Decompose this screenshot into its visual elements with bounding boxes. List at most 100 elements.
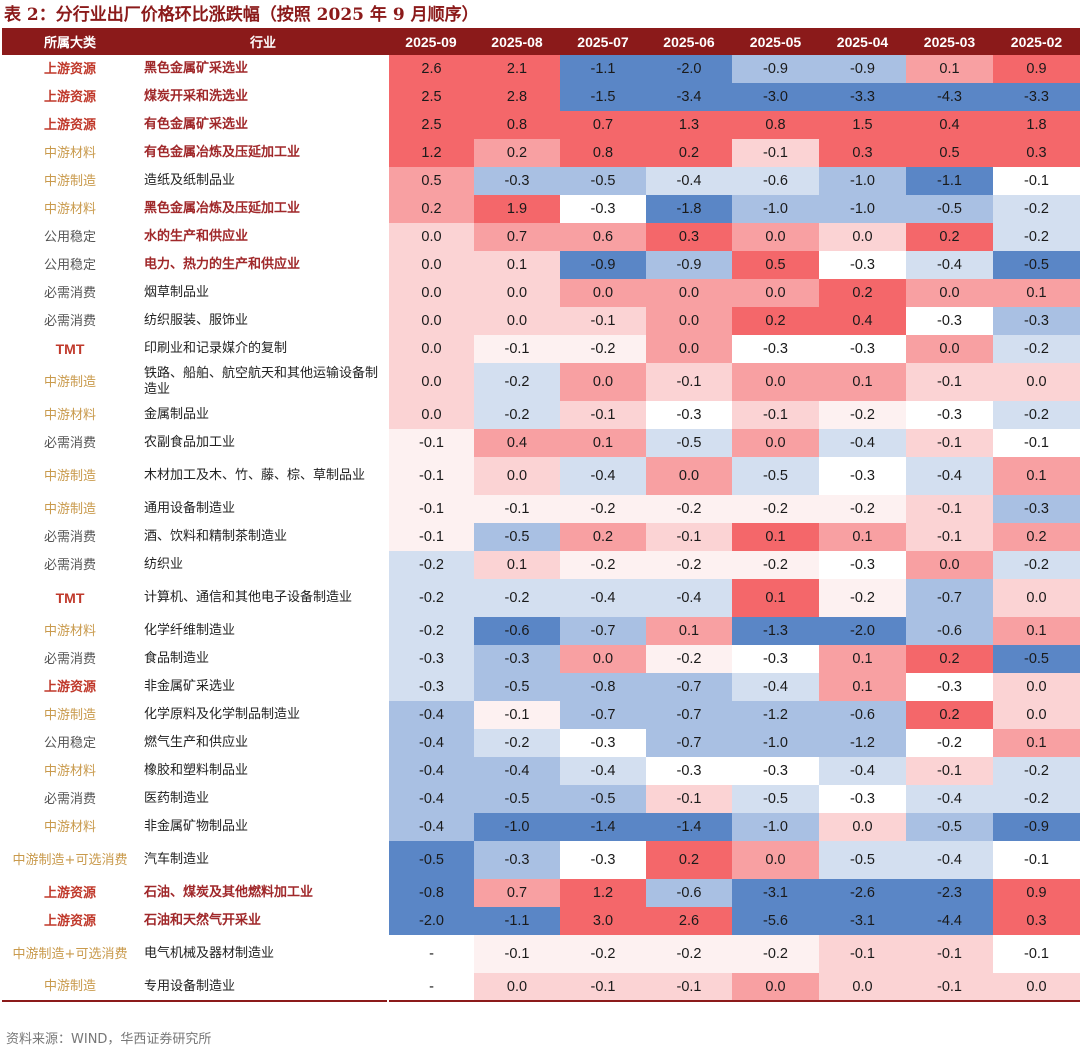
row-category: 必需消费: [43, 651, 96, 667]
value-cell: 0.2: [993, 523, 1080, 551]
value-cell: -: [387, 935, 474, 973]
value-cell: -0.4: [646, 167, 732, 195]
value-cell: 0.0: [387, 307, 474, 335]
value-cell: -0.3: [732, 757, 819, 785]
value-cell: 0.0: [646, 307, 732, 335]
value-cell: 0.1: [819, 523, 906, 551]
value-cell: 0.1: [560, 429, 646, 457]
value-cell: -0.1: [906, 495, 993, 523]
row-category: 必需消费: [43, 435, 96, 451]
value-cell: -0.1: [906, 757, 993, 785]
value-cell: -0.7: [646, 701, 732, 729]
value-cell: 0.5: [387, 167, 474, 195]
value-cell: -0.3: [819, 551, 906, 579]
row-category: 公用稳定: [43, 229, 96, 245]
value-cell: -0.5: [560, 167, 646, 195]
value-cell: -4.4: [906, 907, 993, 935]
value-cell: -0.2: [387, 579, 474, 617]
value-cell: -1.0: [819, 167, 906, 195]
table-row: 必需消费 农副食品加工业 -0.1 0.4 0.1 -0.5 0.0 -0.4 -0.1 -0.1: [2, 429, 1080, 457]
value-cell: 0.0: [993, 701, 1080, 729]
table-row: 上游资源 煤炭开采和洗选业 2.5 2.8 -1.5 -3.4 -3.0 -3.3 -4.3 -3…: [2, 83, 1080, 111]
table-row: 中游材料 有色金属冶炼及压延加工业 1.2 0.2 0.8 0.2 -0.1 0.3 0.5 0.…: [2, 139, 1080, 167]
value-cell: -0.8: [387, 879, 474, 907]
value-cell: -0.3: [732, 335, 819, 363]
value-cell: 0.0: [387, 401, 474, 429]
value-cell: -0.2: [732, 935, 819, 973]
row-category: TMT: [55, 340, 85, 357]
row-industry: 通用设备制造业: [144, 501, 236, 516]
value-cell: -0.5: [732, 785, 819, 813]
value-cell: -0.6: [819, 701, 906, 729]
value-cell: -0.2: [993, 195, 1080, 223]
header-month: 2025-09: [388, 28, 474, 55]
table-title: 表 2：分行业出厂价格环比涨跌幅（按照 2025 年 9 月顺序）: [4, 5, 479, 25]
value-cell: 0.1: [993, 729, 1080, 757]
value-cell: -0.7: [560, 617, 646, 645]
row-category: 必需消费: [43, 529, 96, 545]
value-cell: -0.3: [993, 495, 1080, 523]
row-industry: 燃气生产和供应业: [144, 735, 249, 750]
value-cell: -0.3: [646, 757, 732, 785]
value-cell: -1.2: [819, 729, 906, 757]
value-cell: 0.0: [560, 363, 646, 401]
table-row: 中游材料 黑色金属冶炼及压延加工业 0.2 1.9 -0.3 -1.8 -1.0 -1.0 -0…: [2, 195, 1080, 223]
value-cell: 0.1: [474, 251, 560, 279]
value-cell: 0.0: [732, 363, 819, 401]
table-row: 中游制造 造纸及纸制品业 0.5 -0.3 -0.5 -0.4 -0.6 -1.0 -1.1 -0…: [2, 167, 1080, 195]
row-category: 中游材料: [43, 407, 96, 423]
value-cell: -0.1: [732, 401, 819, 429]
value-cell: -3.0: [732, 83, 819, 111]
value-cell: -0.4: [646, 579, 732, 617]
value-cell: 0.1: [474, 551, 560, 579]
row-category: 中游制造: [43, 468, 96, 484]
row-category: 必需消费: [43, 557, 96, 573]
value-cell: 0.9: [993, 879, 1080, 907]
value-cell: -0.3: [474, 167, 560, 195]
value-cell: -0.2: [474, 729, 560, 757]
value-cell: -0.3: [387, 673, 474, 701]
value-cell: -0.3: [474, 645, 560, 673]
value-cell: -3.3: [993, 83, 1080, 111]
value-cell: -0.1: [474, 935, 560, 973]
row-category: 必需消费: [43, 313, 96, 329]
row-industry: 纺织服装、服饰业: [144, 313, 249, 328]
row-industry: 金属制品业: [144, 407, 210, 422]
table-row: 上游资源 非金属矿采选业 -0.3 -0.5 -0.8 -0.7 -0.4 0.1 -0.3 0.…: [2, 673, 1080, 701]
value-cell: -0.4: [906, 251, 993, 279]
value-cell: -0.5: [732, 457, 819, 495]
table-row: 必需消费 纺织业 -0.2 0.1 -0.2 -0.2 -0.2 -0.3 0.0 -0.2: [2, 551, 1080, 579]
value-cell: -0.2: [906, 729, 993, 757]
value-cell: -0.2: [646, 935, 732, 973]
value-cell: 0.1: [819, 645, 906, 673]
value-cell: -0.3: [646, 401, 732, 429]
value-cell: -2.6: [819, 879, 906, 907]
row-industry: 有色金属冶炼及压延加工业: [144, 145, 301, 160]
table-row: 必需消费 烟草制品业 0.0 0.0 0.0 0.0 0.0 0.2 0.0 0.1: [2, 279, 1080, 307]
header-month: 2025-08: [474, 28, 560, 55]
header-month: 2025-02: [993, 28, 1080, 55]
value-cell: -0.2: [993, 757, 1080, 785]
table-row: 必需消费 食品制造业 -0.3 -0.3 0.0 -0.2 -0.3 0.1 0.2 -0.5: [2, 645, 1080, 673]
row-industry: 印刷业和记录媒介的复制: [144, 341, 288, 356]
table-row: 中游材料 金属制品业 0.0 -0.2 -0.1 -0.3 -0.1 -0.2 -0.3 -0.2: [2, 401, 1080, 429]
value-cell: -1.1: [906, 167, 993, 195]
value-cell: -0.2: [387, 551, 474, 579]
row-industry: 橡胶和塑料制品业: [144, 763, 249, 778]
value-cell: -0.1: [387, 495, 474, 523]
value-cell: -0.2: [993, 335, 1080, 363]
row-industry: 纺织业: [144, 557, 184, 572]
value-cell: -0.6: [906, 617, 993, 645]
row-industry: 计算机、通信和其他电子设备制造业: [144, 590, 353, 605]
value-cell: 1.5: [819, 111, 906, 139]
table-row: 必需消费 酒、饮料和精制茶制造业 -0.1 -0.5 0.2 -0.1 0.1 0.1 -0.1…: [2, 523, 1080, 551]
value-cell: -0.1: [387, 523, 474, 551]
value-cell: 0.1: [993, 457, 1080, 495]
value-cell: -0.2: [474, 579, 560, 617]
value-cell: 0.1: [732, 523, 819, 551]
row-industry: 石油、煤炭及其他燃料加工业: [144, 885, 314, 900]
value-cell: 0.1: [819, 673, 906, 701]
value-cell: -0.5: [819, 841, 906, 879]
value-cell: -0.1: [560, 307, 646, 335]
header-month: 2025-04: [819, 28, 906, 55]
